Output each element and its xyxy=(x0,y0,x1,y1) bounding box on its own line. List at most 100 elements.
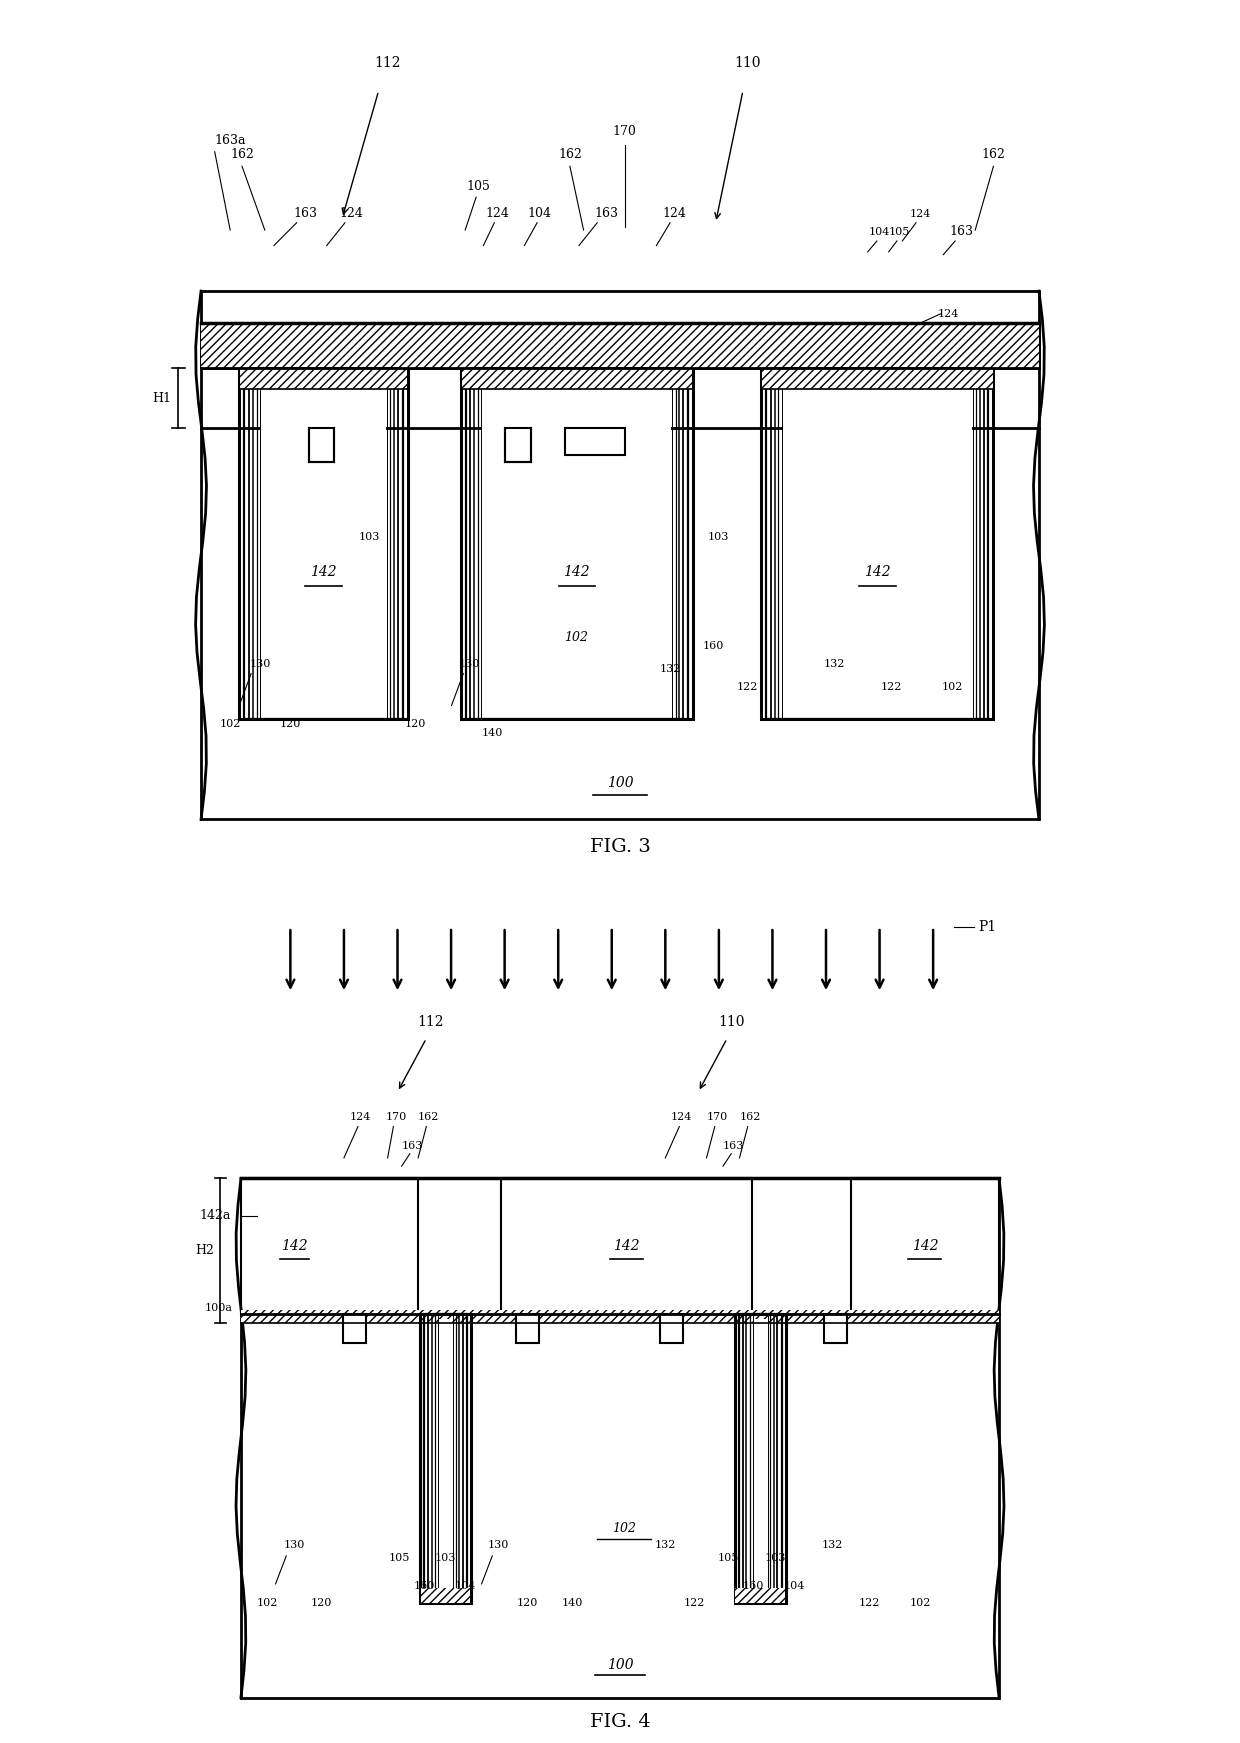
Text: 162: 162 xyxy=(558,148,582,160)
Bar xyxy=(343,1314,366,1344)
Text: 120: 120 xyxy=(517,1598,538,1607)
Text: 102: 102 xyxy=(910,1598,931,1607)
Bar xyxy=(428,1314,463,1604)
Text: P1: P1 xyxy=(978,920,997,934)
Text: 124: 124 xyxy=(671,1112,692,1122)
Text: 132: 132 xyxy=(655,1541,676,1550)
Bar xyxy=(743,1314,777,1604)
Text: 142: 142 xyxy=(281,1239,308,1253)
Text: 163a: 163a xyxy=(215,134,247,148)
Bar xyxy=(241,1178,999,1698)
Text: 102: 102 xyxy=(564,631,588,643)
Bar xyxy=(761,368,993,720)
Bar xyxy=(775,368,980,720)
Text: 142a: 142a xyxy=(200,1210,231,1222)
Bar xyxy=(766,368,988,720)
Text: 162: 162 xyxy=(231,148,254,160)
Bar xyxy=(660,1314,683,1344)
Text: 104: 104 xyxy=(869,227,890,237)
Bar xyxy=(244,368,403,720)
Text: 112: 112 xyxy=(417,1014,444,1028)
Bar xyxy=(460,368,693,720)
Bar xyxy=(420,1314,471,1604)
Text: 120: 120 xyxy=(311,1598,332,1607)
Text: 132: 132 xyxy=(822,1541,843,1550)
Bar xyxy=(470,368,683,720)
Text: 102: 102 xyxy=(941,682,963,692)
Bar xyxy=(482,373,671,715)
Text: 103: 103 xyxy=(358,532,381,542)
Text: 130: 130 xyxy=(487,1541,508,1550)
Bar xyxy=(241,1309,999,1323)
Text: 160: 160 xyxy=(413,1581,434,1591)
Bar xyxy=(750,1314,770,1604)
Bar xyxy=(505,427,531,462)
Text: 124: 124 xyxy=(485,207,508,220)
Bar xyxy=(424,1314,466,1604)
Text: 103: 103 xyxy=(764,1553,786,1562)
Bar xyxy=(461,370,692,389)
Text: 110: 110 xyxy=(734,56,761,70)
Text: 132: 132 xyxy=(660,664,681,675)
Text: FIG. 3: FIG. 3 xyxy=(589,838,651,856)
Text: 130: 130 xyxy=(459,659,480,669)
Text: 160: 160 xyxy=(743,1581,764,1591)
Text: 142: 142 xyxy=(864,565,890,579)
Text: 103: 103 xyxy=(434,1553,456,1562)
Bar xyxy=(753,1314,768,1604)
Bar xyxy=(565,427,625,455)
Text: 163: 163 xyxy=(594,207,619,220)
Text: FIG. 4: FIG. 4 xyxy=(590,1713,650,1731)
Text: 120: 120 xyxy=(279,718,301,729)
Bar xyxy=(771,368,983,720)
Text: 132: 132 xyxy=(823,659,844,669)
Text: 110: 110 xyxy=(718,1014,744,1028)
Bar xyxy=(735,1588,785,1604)
Text: 112: 112 xyxy=(374,56,401,70)
Bar xyxy=(262,373,386,715)
Text: 105: 105 xyxy=(718,1553,739,1562)
Text: H1: H1 xyxy=(153,392,171,404)
Text: 130: 130 xyxy=(249,659,270,669)
Bar xyxy=(754,1318,766,1598)
Bar xyxy=(466,368,688,720)
Bar xyxy=(481,368,672,720)
Text: 104: 104 xyxy=(528,207,552,220)
Text: 130: 130 xyxy=(284,1541,305,1550)
Bar xyxy=(851,1178,999,1314)
Bar xyxy=(474,368,680,720)
Text: 124: 124 xyxy=(937,309,959,319)
Text: 105: 105 xyxy=(889,227,910,237)
Text: 142: 142 xyxy=(614,1239,640,1253)
Text: 100: 100 xyxy=(606,1658,634,1672)
Text: 104: 104 xyxy=(784,1581,806,1591)
Bar xyxy=(420,1588,470,1604)
Bar xyxy=(241,370,407,389)
Text: 140: 140 xyxy=(482,729,503,737)
Bar xyxy=(438,1314,453,1604)
Text: 122: 122 xyxy=(683,1598,704,1607)
Text: 142: 142 xyxy=(911,1239,939,1253)
Bar xyxy=(734,1314,786,1604)
Bar xyxy=(257,368,391,720)
Text: 170: 170 xyxy=(707,1112,728,1122)
Text: 124: 124 xyxy=(340,207,363,220)
Bar xyxy=(201,291,1039,819)
Bar xyxy=(516,1314,539,1344)
Text: 124: 124 xyxy=(910,209,931,218)
Bar xyxy=(249,368,398,720)
Text: 102: 102 xyxy=(219,718,241,729)
Text: 124: 124 xyxy=(662,207,687,220)
Text: 102: 102 xyxy=(613,1522,636,1536)
Text: 124: 124 xyxy=(350,1112,371,1122)
Text: 140: 140 xyxy=(562,1598,583,1607)
Text: 122: 122 xyxy=(737,682,758,692)
Text: 163: 163 xyxy=(950,225,973,239)
Bar xyxy=(477,368,676,720)
Bar xyxy=(782,373,972,715)
Text: 120: 120 xyxy=(404,718,425,729)
Text: 122: 122 xyxy=(880,682,903,692)
Text: 163: 163 xyxy=(294,207,317,220)
Bar xyxy=(746,1314,774,1604)
Text: 162: 162 xyxy=(982,148,1006,160)
